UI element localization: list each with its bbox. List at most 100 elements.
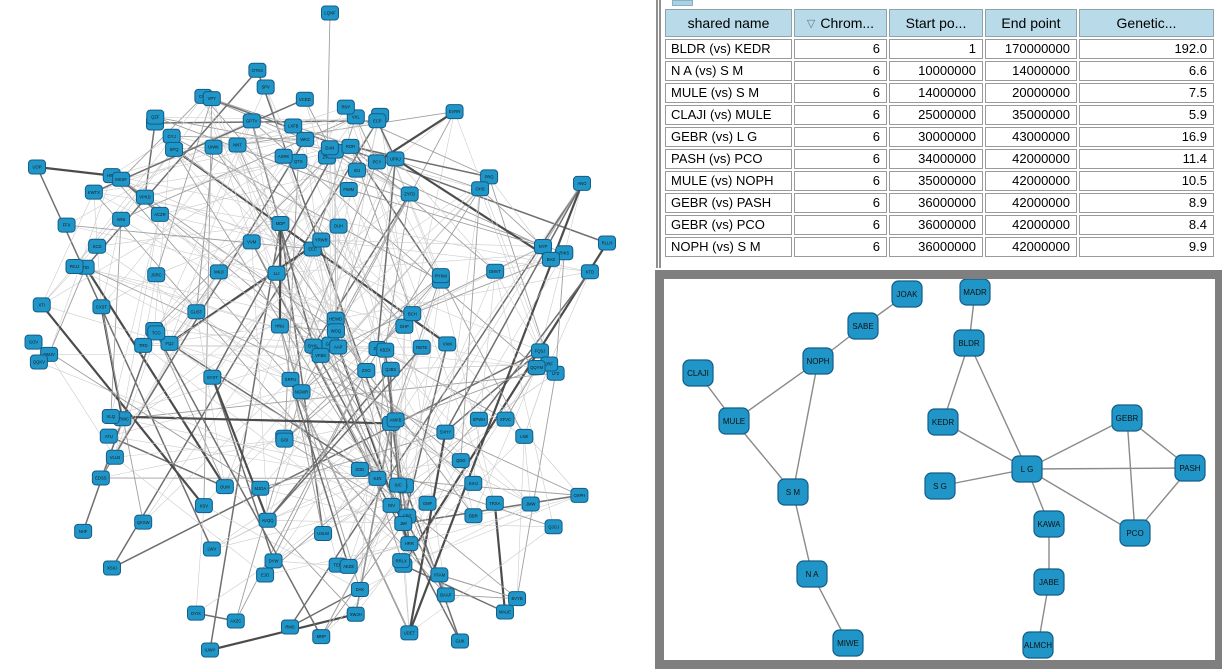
network-node[interactable]: ATU <box>99 428 118 444</box>
network-node[interactable]: XSIU <box>103 560 121 576</box>
network-node[interactable]: DMVT <box>486 263 505 279</box>
cell-shared-name[interactable]: GEBR (vs) PASH <box>665 193 792 213</box>
network-node[interactable]: RBTE <box>412 339 431 355</box>
cell-shared-name[interactable]: PASH (vs) PCO <box>665 149 792 169</box>
network-node[interactable]: LQNF <box>321 5 339 21</box>
network-node[interactable]: NHF <box>74 523 93 539</box>
network-node[interactable]: UIWK <box>204 139 223 155</box>
cell-shared-name[interactable]: CLAJI (vs) MULE <box>665 105 792 125</box>
network-edge-BLDR-LG[interactable] <box>968 342 1028 470</box>
network-node[interactable]: KSV <box>194 498 213 514</box>
cell-value[interactable]: 6 <box>794 39 887 59</box>
network-node[interactable]: KBZX <box>376 342 395 358</box>
cell-value[interactable]: 6 <box>794 83 887 103</box>
cell-value[interactable]: 30000000 <box>889 127 983 147</box>
network-node[interactable]: WKC <box>296 131 315 147</box>
column-header-end-point[interactable]: End point <box>985 9 1077 37</box>
main-network-canvas[interactable]: LQNFZVMUOPBXWRLLHIUWYGUKRMSMAUEXSIUQJBSF… <box>0 0 655 669</box>
network-node[interactable]: SCD <box>88 238 107 254</box>
cell-value[interactable]: 5.9 <box>1079 105 1214 125</box>
network-node[interactable]: IOJ <box>347 162 366 178</box>
network-node[interactable]: VXM <box>438 336 457 352</box>
network-edge-LG-GEBR[interactable] <box>1026 417 1128 470</box>
network-node[interactable]: LNE <box>515 428 534 444</box>
network-node[interactable]: FIMM <box>339 181 358 197</box>
cell-value[interactable]: 16.9 <box>1079 127 1214 147</box>
network-node[interactable]: GUK <box>451 633 469 649</box>
node-LG[interactable]: L G <box>1011 455 1043 483</box>
node-PCO[interactable]: PCO <box>1119 519 1151 547</box>
network-node[interactable]: AMKB <box>386 412 405 428</box>
network-node[interactable]: UDET <box>400 625 419 641</box>
network-node[interactable]: KTD <box>580 264 599 280</box>
network-node[interactable]: KJN <box>368 470 387 486</box>
node-ALMCH[interactable]: ALMCH <box>1022 631 1054 659</box>
network-node[interactable]: QQYM <box>527 360 546 376</box>
network-node[interactable]: XWJH <box>346 606 365 622</box>
network-node[interactable]: RYKM <box>431 268 450 284</box>
cell-value[interactable]: 14000000 <box>889 83 983 103</box>
panel-splitter[interactable] <box>656 0 661 268</box>
network-node[interactable]: HNU <box>270 318 289 334</box>
network-edge-GEBR-PCO[interactable] <box>1126 417 1136 534</box>
cell-value[interactable]: 43000000 <box>985 127 1077 147</box>
network-node[interactable]: WOQ <box>326 323 345 339</box>
network-node[interactable]: OHS <box>471 181 490 197</box>
network-node[interactable]: EJO <box>256 567 275 583</box>
cell-value[interactable]: 35000000 <box>889 171 983 191</box>
network-node[interactable]: ZYFD <box>400 186 419 202</box>
node-JABE[interactable]: JABE <box>1033 568 1065 596</box>
network-node[interactable]: GUST <box>187 304 206 320</box>
network-node[interactable]: DYIX <box>187 605 206 621</box>
network-node[interactable]: LLI <box>267 265 286 281</box>
network-edge-NOPH-SM[interactable] <box>792 360 819 493</box>
network-node[interactable]: DAN <box>320 140 339 156</box>
network-node[interactable]: QJGJ <box>544 519 563 535</box>
network-node[interactable]: XTI <box>32 297 51 313</box>
subnetwork-canvas[interactable]: JOAK MADR SABE NOPH BLDR CLAJI MULE KEDR GEBR L G… <box>664 279 1215 660</box>
network-node[interactable]: VFBS <box>311 347 330 363</box>
cell-value[interactable]: 192.0 <box>1079 39 1214 59</box>
cell-shared-name[interactable]: BLDR (vs) KEDR <box>665 39 792 59</box>
network-node[interactable]: EDSS <box>91 470 110 486</box>
network-node[interactable]: DHP <box>395 318 414 334</box>
network-node[interactable]: RLLH <box>598 235 616 251</box>
network-node[interactable]: PCY <box>367 154 386 170</box>
network-edge-SM-NA[interactable] <box>792 491 813 575</box>
cell-value[interactable]: 6 <box>794 171 887 191</box>
node-SABE[interactable]: SABE <box>847 312 879 340</box>
column-header-genetic[interactable]: Genetic... <box>1079 9 1214 37</box>
network-node[interactable]: FQJ <box>160 335 179 351</box>
network-node[interactable]: ZOD <box>350 461 369 477</box>
network-node[interactable]: SYXT <box>203 369 222 385</box>
network-node[interactable]: NNT <box>228 137 247 153</box>
cell-value[interactable]: 36000000 <box>889 237 983 257</box>
cell-value[interactable]: 9.9 <box>1079 237 1214 257</box>
node-SM[interactable]: S M <box>777 478 809 506</box>
network-node[interactable]: SPWH <box>469 411 488 427</box>
node-SG[interactable]: S G <box>924 472 956 500</box>
network-node[interactable]: ECP <box>368 113 387 129</box>
network-node[interactable]: AAP <box>329 339 348 355</box>
node-MIWE[interactable]: MIWE <box>832 629 864 657</box>
network-node[interactable]: ACZR <box>150 206 169 222</box>
network-node[interactable]: ASRK <box>274 148 293 164</box>
cell-shared-name[interactable]: MULE (vs) S M <box>665 83 792 103</box>
network-node[interactable]: OUM <box>215 479 234 495</box>
cell-value[interactable]: 25000000 <box>889 105 983 125</box>
node-MADR[interactable]: MADR <box>959 279 991 306</box>
network-node[interactable]: VLQ <box>101 408 120 424</box>
network-node[interactable]: VPKD <box>135 189 154 205</box>
network-node[interactable]: AXZC <box>226 613 245 629</box>
network-edge-LG-PCO[interactable] <box>1026 468 1136 534</box>
network-node[interactable]: PEJJ <box>65 258 84 274</box>
network-node[interactable]: QDD <box>451 453 470 469</box>
network-node[interactable]: RNY <box>336 99 355 115</box>
network-node[interactable]: MDP <box>271 215 290 231</box>
cell-value[interactable]: 42000000 <box>985 149 1077 169</box>
cell-value[interactable]: 7.5 <box>1079 83 1214 103</box>
cell-value[interactable]: 6.6 <box>1079 61 1214 81</box>
cell-value[interactable]: 6 <box>794 215 887 235</box>
filter-icon[interactable]: ▽ <box>806 18 816 30</box>
cell-value[interactable]: 36000000 <box>889 193 983 213</box>
